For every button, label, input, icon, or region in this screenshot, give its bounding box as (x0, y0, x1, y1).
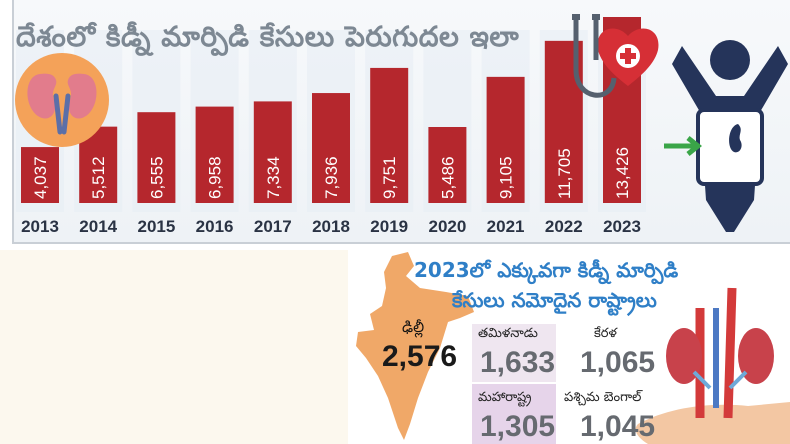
bar-2016 (195, 106, 234, 203)
bar-chart: 4,037 2013 5,512 2014 6,555 2015 6,958 2016 7,33… (15, 14, 788, 236)
x-tick-label: 2020 (428, 217, 466, 236)
x-tick-label: 2013 (21, 217, 59, 236)
bar-value-label: 13,426 (613, 147, 632, 199)
bar-value-label: 5,512 (89, 156, 108, 199)
bar-2021 (486, 76, 525, 203)
kidney-icon (15, 53, 109, 147)
x-tick-label: 2022 (545, 217, 583, 236)
x-tick-label: 2014 (79, 217, 117, 236)
bar-2020 (428, 126, 467, 203)
maharashtra-highlight-box (472, 384, 556, 444)
x-tick-label: 2016 (196, 217, 234, 236)
india-map-icon (356, 252, 474, 440)
states-heading-line2: కేసులు నమోదైన రాష్ట్రాలు (452, 288, 657, 312)
bar-value-label: 7,334 (264, 156, 283, 199)
empty-panel (0, 250, 348, 444)
bar-2015 (137, 112, 176, 203)
bar-value-label: 7,936 (322, 156, 341, 199)
bar-value-label: 6,555 (147, 156, 166, 199)
state-name-maharashtra: మహారాష్ట్ర (478, 390, 532, 405)
bar-2017 (253, 101, 292, 203)
state-name-delhi: ఢిల్లీ (402, 318, 425, 336)
bar-2018 (312, 93, 350, 203)
states-illustration (356, 252, 790, 444)
bar-value-label: 5,486 (438, 156, 457, 199)
x-tick-label: 2015 (137, 217, 175, 236)
x-tick-label: 2019 (370, 217, 408, 236)
state-name-kerala: కేరళ (594, 326, 617, 341)
patient-icon (664, 40, 788, 232)
state-value-delhi: 2,576 (382, 340, 458, 373)
x-tick-label: 2021 (487, 217, 525, 236)
kidney-transplant-chart-panel: 4,037 2013 5,512 2014 6,555 2015 6,958 2016 7,33… (12, 0, 790, 244)
state-value-kerala: 1,065 (580, 346, 656, 379)
state-name-westbengal: పశ్చిమ బెంగాల్ (564, 390, 642, 405)
bar-value-label: 4,037 (31, 156, 50, 199)
x-tick-label: 2018 (312, 217, 350, 236)
bar-2019 (370, 67, 409, 203)
bar-value-label: 11,705 (555, 148, 574, 199)
bar-2013 (21, 147, 59, 203)
states-heading-line1: 2023లో ఎక్కువగా కిడ్నీ మార్పిడి (414, 258, 679, 282)
bar-value-label: 9,105 (497, 156, 516, 199)
kidney-hand-icon (635, 287, 790, 444)
state-value-westbengal: 1,045 (580, 410, 656, 443)
state-value-maharashtra: 1,305 (480, 410, 556, 443)
x-tick-label: 2023 (603, 217, 641, 236)
bar-value-label: 9,751 (380, 156, 399, 199)
state-value-tamilnadu: 1,633 (480, 346, 556, 379)
tamilnadu-highlight-box (472, 324, 556, 382)
state-name-tamilnadu: తమిళనాడు (478, 326, 538, 341)
bar-value-label: 6,958 (206, 156, 225, 199)
chart-title: దేశంలో కిడ్నీ మార్పిడి కేసులు పెరుగుదల ఇ… (16, 20, 520, 53)
states-panel: 2023లో ఎక్కువగా కిడ్నీ మార్పిడి కేసులు న… (348, 248, 790, 444)
x-tick-label: 2017 (254, 217, 292, 236)
heart-stethoscope-icon (572, 14, 659, 98)
